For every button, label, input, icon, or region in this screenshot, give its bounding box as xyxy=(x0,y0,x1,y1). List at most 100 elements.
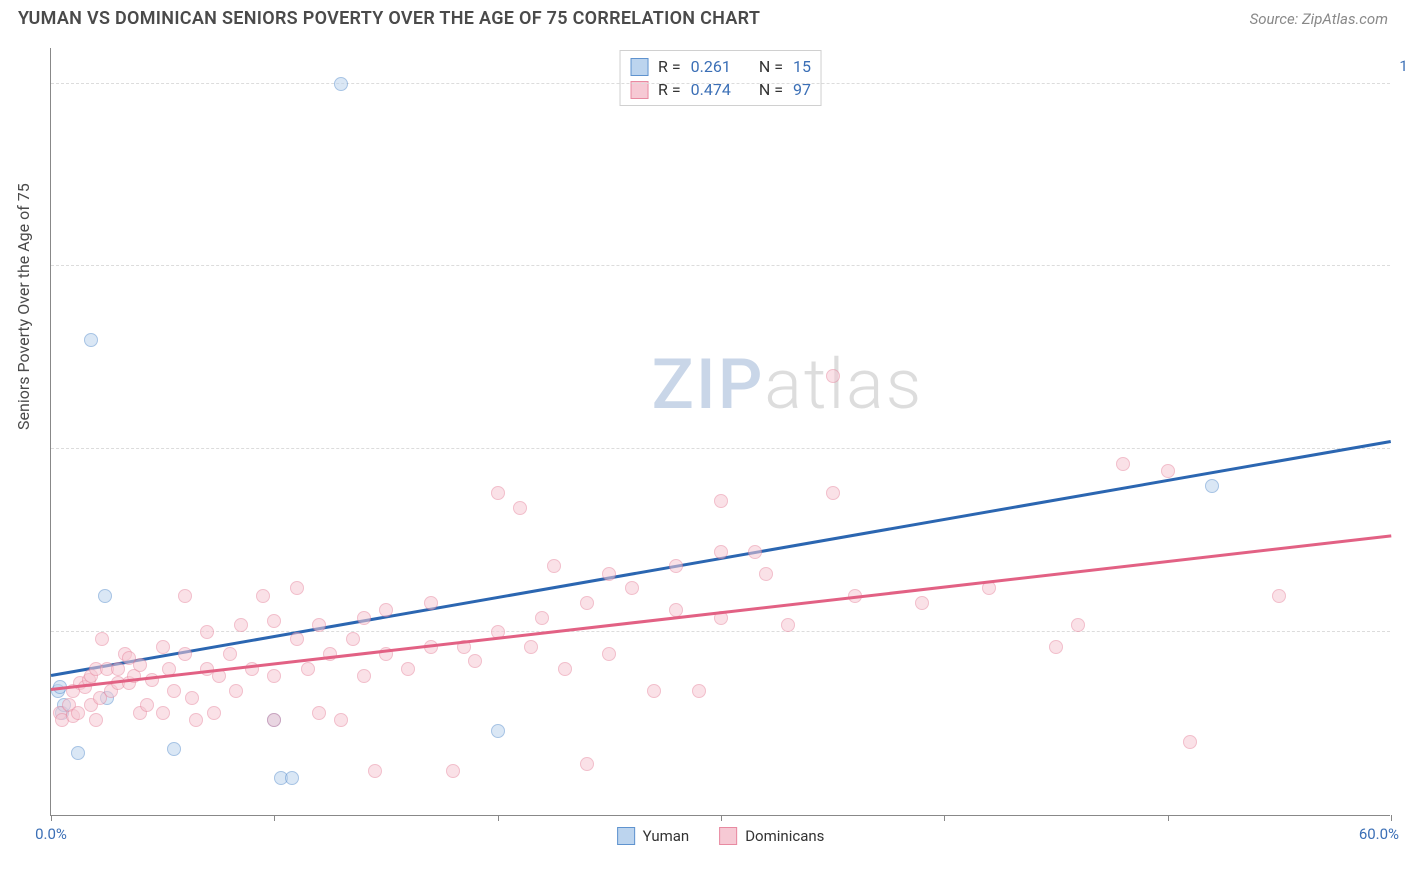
data-point-dominicans xyxy=(234,618,248,632)
data-point-dominicans xyxy=(178,647,192,661)
legend-label: Yuman xyxy=(643,827,690,845)
data-point-yuman xyxy=(334,77,348,91)
data-point-dominicans xyxy=(714,545,728,559)
data-point-dominicans xyxy=(558,662,572,676)
data-point-dominicans xyxy=(267,669,281,683)
x-tick-label: 0.0% xyxy=(35,825,67,843)
x-tick xyxy=(944,815,945,821)
legend-swatch xyxy=(719,827,737,845)
data-point-dominicans xyxy=(95,632,109,646)
data-point-dominicans xyxy=(379,603,393,617)
legend-stat-row: R = 0.261 N = 15 xyxy=(630,55,811,78)
watermark: ZIPatlas xyxy=(652,344,924,426)
data-point-dominicans xyxy=(669,559,683,573)
data-point-dominicans xyxy=(826,486,840,500)
legend-item: Dominicans xyxy=(719,827,824,845)
data-point-dominicans xyxy=(368,764,382,778)
x-tick-label: 60.0% xyxy=(1359,825,1399,843)
data-point-dominicans xyxy=(401,662,415,676)
data-point-dominicans xyxy=(602,647,616,661)
data-point-dominicans xyxy=(580,757,594,771)
x-tick xyxy=(274,815,275,821)
data-point-dominicans xyxy=(89,713,103,727)
data-point-dominicans xyxy=(156,640,170,654)
data-point-dominicans xyxy=(185,691,199,705)
data-point-dominicans xyxy=(424,596,438,610)
legend-label: Dominicans xyxy=(745,827,824,845)
legend-stat-row: R =0.474N =97 xyxy=(630,78,811,101)
data-point-dominicans xyxy=(256,589,270,603)
data-point-dominicans xyxy=(491,486,505,500)
r-label: R = xyxy=(658,57,681,76)
data-point-dominicans xyxy=(1116,457,1130,471)
data-point-dominicans xyxy=(334,713,348,727)
data-point-dominicans xyxy=(524,640,538,654)
data-point-dominicans xyxy=(223,647,237,661)
y-tick-label: 100.0% xyxy=(1399,57,1406,75)
data-point-dominicans xyxy=(357,611,371,625)
data-point-dominicans xyxy=(71,706,85,720)
data-point-dominicans xyxy=(207,706,221,720)
data-point-dominicans xyxy=(267,713,281,727)
data-point-yuman xyxy=(84,333,98,347)
data-point-dominicans xyxy=(446,764,460,778)
x-tick xyxy=(1168,815,1169,821)
gridline xyxy=(51,448,1390,449)
data-point-dominicans xyxy=(312,618,326,632)
n-value: 15 xyxy=(793,57,811,76)
data-point-dominicans xyxy=(140,698,154,712)
data-point-dominicans xyxy=(781,618,795,632)
chart-title: YUMAN VS DOMINICAN SENIORS POVERTY OVER … xyxy=(18,8,760,29)
data-point-dominicans xyxy=(200,625,214,639)
legend-series: Yuman Dominicans xyxy=(617,827,825,845)
legend-item: Yuman xyxy=(617,827,690,845)
data-point-dominicans xyxy=(647,684,661,698)
data-point-dominicans xyxy=(1161,464,1175,478)
data-point-dominicans xyxy=(759,567,773,581)
data-point-dominicans xyxy=(692,684,706,698)
data-point-dominicans xyxy=(513,501,527,515)
data-point-yuman xyxy=(98,589,112,603)
legend-stats: R = 0.261 N = 15 R =0.474N =97 xyxy=(619,50,822,106)
data-point-yuman xyxy=(167,742,181,756)
data-point-dominicans xyxy=(1272,589,1286,603)
data-point-dominicans xyxy=(826,369,840,383)
gridline xyxy=(51,83,1390,84)
legend-swatch xyxy=(617,827,635,845)
data-point-dominicans xyxy=(1071,618,1085,632)
data-point-dominicans xyxy=(1049,640,1063,654)
data-point-dominicans xyxy=(468,654,482,668)
data-point-dominicans xyxy=(145,673,159,687)
data-point-yuman xyxy=(491,724,505,738)
data-point-dominicans xyxy=(915,596,929,610)
data-point-dominicans xyxy=(602,567,616,581)
x-tick xyxy=(498,815,499,821)
data-point-dominicans xyxy=(290,581,304,595)
data-point-dominicans xyxy=(357,669,371,683)
x-tick xyxy=(1391,815,1392,821)
x-tick xyxy=(721,815,722,821)
data-point-dominicans xyxy=(346,632,360,646)
data-point-dominicans xyxy=(535,611,549,625)
data-point-yuman xyxy=(71,746,85,760)
data-point-dominicans xyxy=(133,658,147,672)
data-point-dominicans xyxy=(547,559,561,573)
y-axis-label: Seniors Poverty Over the Age of 75 xyxy=(14,183,33,430)
r-value: 0.261 xyxy=(691,57,731,76)
data-point-dominicans xyxy=(189,713,203,727)
data-point-dominicans xyxy=(111,662,125,676)
data-point-dominicans xyxy=(714,494,728,508)
data-point-dominicans xyxy=(267,614,281,628)
x-tick xyxy=(51,815,52,821)
n-label: N = xyxy=(759,57,783,76)
data-point-dominicans xyxy=(167,684,181,698)
data-point-yuman xyxy=(285,771,299,785)
legend-swatch xyxy=(630,58,648,76)
data-point-dominicans xyxy=(178,589,192,603)
data-point-dominicans xyxy=(312,706,326,720)
gridline xyxy=(51,631,1390,632)
data-point-dominicans xyxy=(156,706,170,720)
gridline xyxy=(51,265,1390,266)
title-bar: YUMAN VS DOMINICAN SENIORS POVERTY OVER … xyxy=(0,0,1406,35)
plot-area: ZIPatlas R =0.261N =15R =0.474N =97 Yuma… xyxy=(50,48,1390,816)
